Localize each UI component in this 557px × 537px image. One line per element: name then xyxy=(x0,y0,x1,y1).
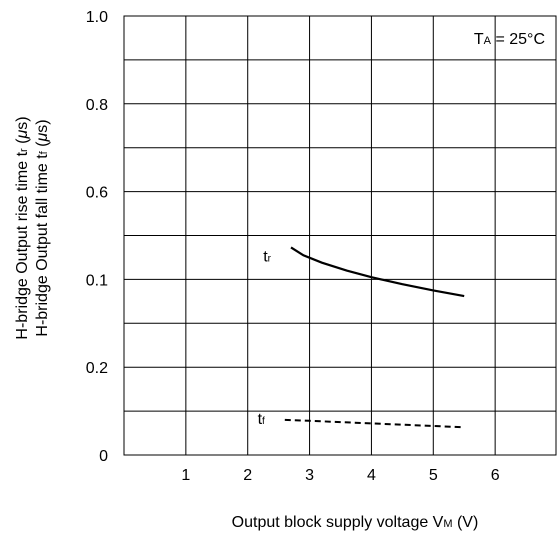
x-tick-label: 1 xyxy=(181,467,190,484)
x-tick-label: 4 xyxy=(367,467,376,484)
x-axis-title: Output block supply voltage VM (V) xyxy=(232,514,479,531)
y-axis-title-sub: f xyxy=(38,150,50,154)
x-tick-label: 5 xyxy=(429,467,438,484)
y-tick-label: 0.8 xyxy=(86,97,108,114)
y-axis-title-sub: r xyxy=(18,148,30,152)
series-label-sub: r xyxy=(268,253,272,264)
series-line-tf xyxy=(284,418,465,429)
y-axis-title-unit-open: ( xyxy=(14,138,31,148)
series-label-sub: f xyxy=(262,416,265,427)
temperature-annotation: TA = 25°C xyxy=(474,31,545,48)
x-tick-label: 2 xyxy=(243,467,252,484)
y-tick-label: 0 xyxy=(99,448,108,465)
y-axis-title-unit-close: s) xyxy=(34,119,51,132)
series-label: tf xyxy=(258,411,265,428)
y-axis-title-main: H-bridge Output fall time t xyxy=(34,154,51,337)
series-line-tr xyxy=(290,246,465,298)
y-tick-label: 0.6 xyxy=(86,185,108,202)
y-axis-title-unit-close: s) xyxy=(14,116,31,129)
y-axis-title-main: H-bridge Output rise time t xyxy=(14,151,31,339)
temperature-annotation-main: T xyxy=(474,31,484,48)
y-tick-label: 0.1 xyxy=(86,272,108,289)
y-tick-label: 0.2 xyxy=(86,360,108,377)
y-axis-title-unit-mu: μ xyxy=(34,132,51,142)
y-axis-title-unit-open: ( xyxy=(34,141,51,151)
series-label-main: t xyxy=(263,248,268,265)
x-tick-label: 6 xyxy=(491,467,500,484)
y-tick-label: 1.0 xyxy=(86,9,108,26)
y-axis-title: H-bridge Output rise time tr (μs) xyxy=(14,116,31,339)
x-tick-label: 3 xyxy=(305,467,314,484)
y-axis-title-unit-mu: μ xyxy=(14,130,31,140)
temperature-annotation-rest: = 25°C xyxy=(491,31,545,48)
series-label-main: t xyxy=(258,411,263,428)
temperature-annotation-sub: A xyxy=(484,35,492,47)
x-axis-title-sub: M xyxy=(443,518,452,530)
y-axis-title: H-bridge Output fall time tf (μs) xyxy=(34,119,51,336)
series-label: tr xyxy=(263,248,271,265)
x-axis-title-main: Output block supply voltage V xyxy=(232,514,444,531)
x-axis-title-unit: (V) xyxy=(453,514,479,531)
